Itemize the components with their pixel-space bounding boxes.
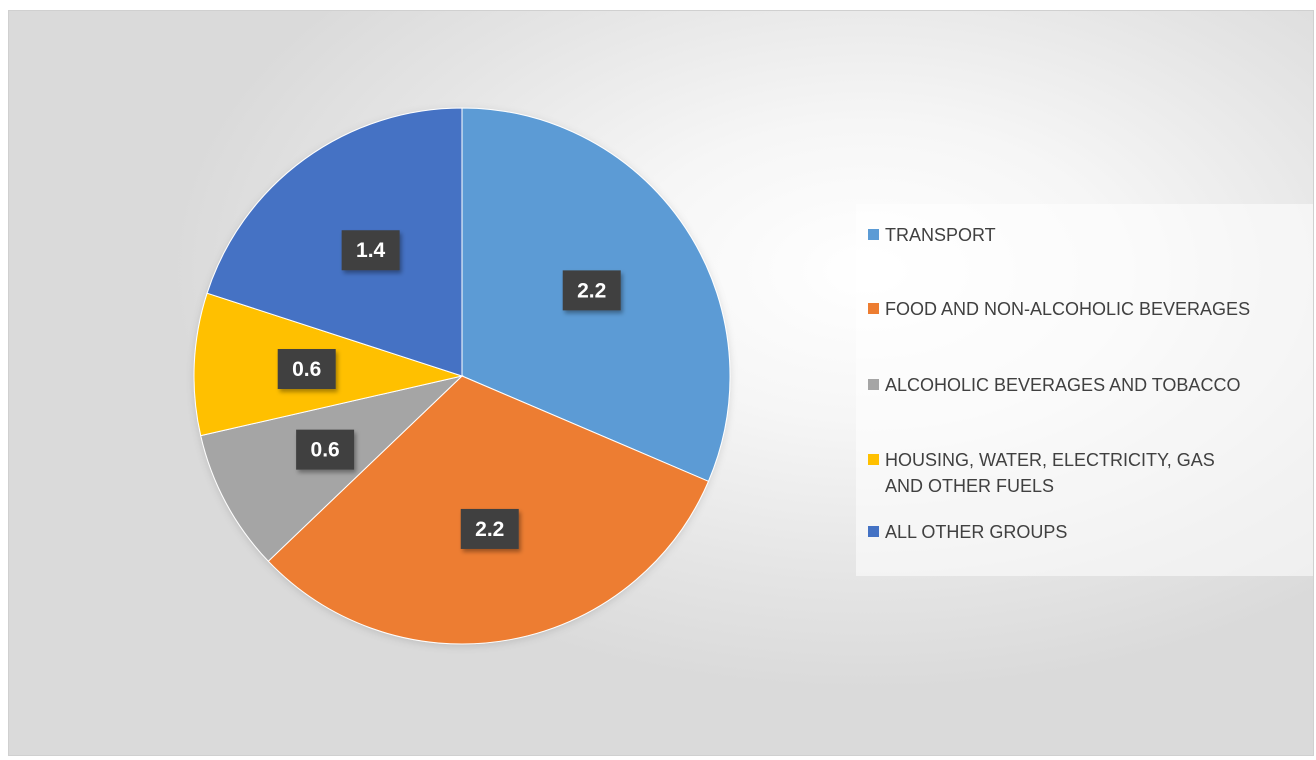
legend-label: TRANSPORT [885,225,996,245]
legend-swatch [868,454,879,465]
data-label-text: 1.4 [356,239,386,262]
legend-item-all-other: ALL OTHER GROUPS [868,519,1067,545]
legend-swatch [868,379,879,390]
legend-item-transport: TRANSPORT [868,222,996,248]
data-label-alcohol: 0.6 [296,429,355,470]
legend-label: HOUSING, WATER, ELECTRICITY, GAS AND OTH… [885,450,1215,496]
chart-area: 2.2 2.2 0.6 0.6 1.4 TRANSPORT FOOD AND NON-A… [8,10,1314,756]
data-label-text: 2.2 [475,518,504,541]
legend-label: ALL OTHER GROUPS [885,522,1068,542]
pie-slices [193,107,731,645]
data-label-text: 2.2 [577,279,606,302]
pie-data-labels: 2.2 2.2 0.6 0.6 1.4 [277,230,621,549]
pie-chart: 2.2 2.2 0.6 0.6 1.4 [193,107,731,645]
legend-label: FOOD AND NON-ALCOHOLIC BEVERAGES [885,299,1251,319]
legend-swatch [868,229,879,240]
legend-item-food: FOOD AND NON-ALCOHOLIC BEVERAGES [868,296,1250,322]
legend-item-alcohol: ALCOHOLIC BEVERAGES AND TOBACCO [868,372,1240,398]
legend-swatch [868,526,879,537]
data-label-housing: 0.6 [277,349,336,390]
legend-label: ALCOHOLIC BEVERAGES AND TOBACCO [885,375,1241,395]
data-label-transport: 2.2 [562,270,621,311]
legend: TRANSPORT FOOD AND NON-ALCOHOLIC BEVERAG… [856,204,1313,576]
legend-swatch [868,303,879,314]
legend-item-housing: HOUSING, WATER, ELECTRICITY, GAS AND OTH… [868,447,1215,499]
data-label-text: 0.6 [311,439,340,462]
data-label-all-other: 1.4 [341,230,400,271]
data-label-food: 2.2 [460,508,519,549]
pie-slice-all-other [206,107,463,377]
data-label-text: 0.6 [292,358,321,381]
